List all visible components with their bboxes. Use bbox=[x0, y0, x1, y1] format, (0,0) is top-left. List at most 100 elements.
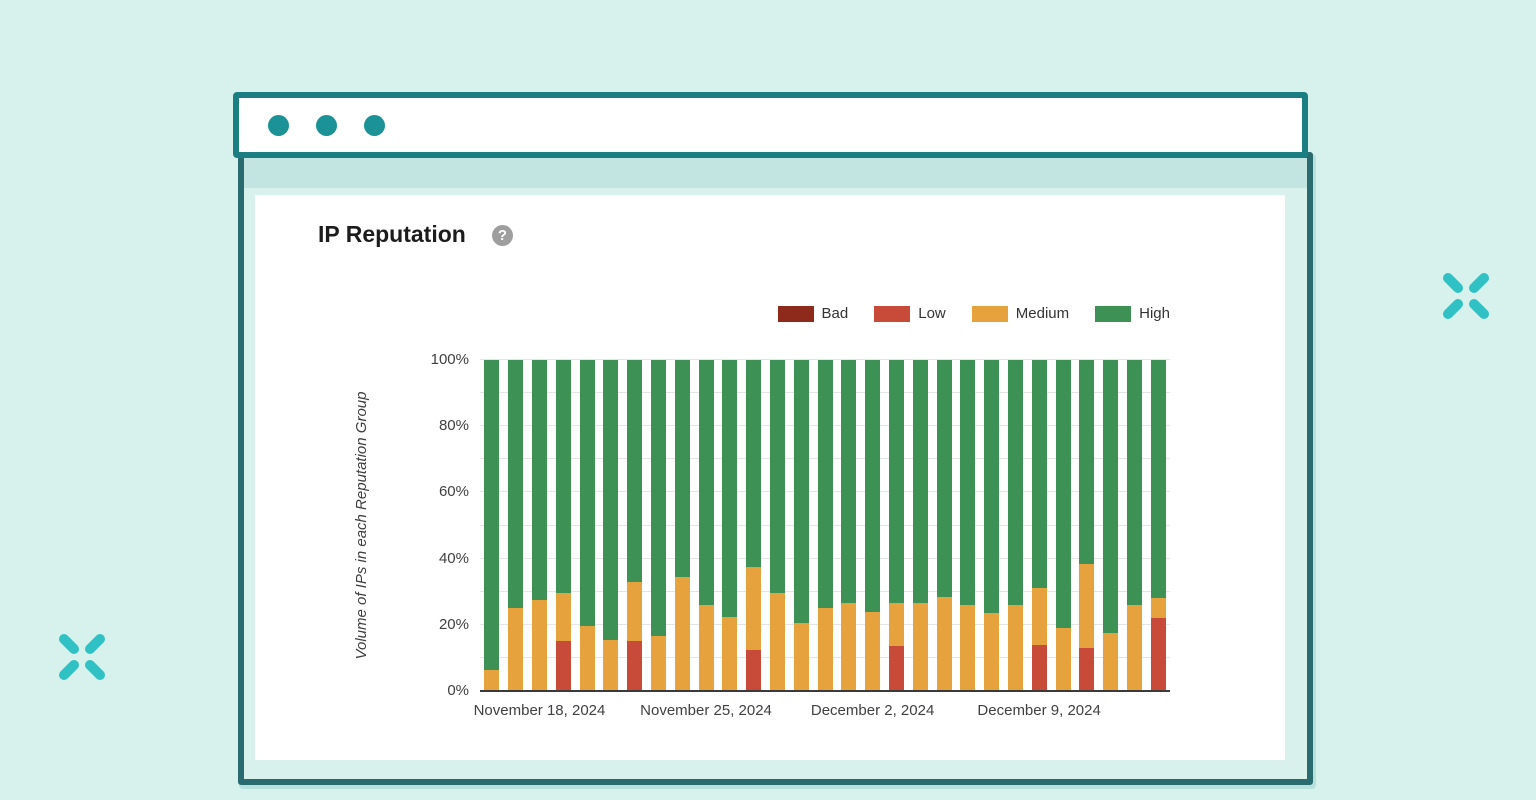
bar-segment-medium[interactable] bbox=[603, 639, 619, 691]
bar-segment-high[interactable] bbox=[484, 360, 500, 670]
bar-segment-medium[interactable] bbox=[1055, 628, 1071, 691]
bar-segment-high[interactable] bbox=[793, 360, 809, 624]
bar-segment-high[interactable] bbox=[841, 360, 857, 604]
bar-segment-medium[interactable] bbox=[1031, 588, 1047, 645]
stacked-bar[interactable] bbox=[817, 360, 833, 691]
bar-segment-medium[interactable] bbox=[960, 604, 976, 691]
bar-segment-high[interactable] bbox=[1079, 360, 1095, 564]
help-icon[interactable]: ? bbox=[492, 225, 513, 246]
bar-segment-low[interactable] bbox=[1079, 647, 1095, 691]
bar-segment-low[interactable] bbox=[1031, 644, 1047, 691]
stacked-bar[interactable] bbox=[865, 360, 881, 691]
legend-item-low[interactable]: Low bbox=[874, 305, 946, 322]
bar-segment-medium[interactable] bbox=[793, 623, 809, 691]
bar-segment-medium[interactable] bbox=[817, 608, 833, 691]
bar-segment-low[interactable] bbox=[1150, 618, 1166, 691]
bar-segment-high[interactable] bbox=[888, 360, 904, 604]
bar-segment-medium[interactable] bbox=[865, 611, 881, 691]
bar-segment-medium[interactable] bbox=[1150, 598, 1166, 619]
stacked-bar[interactable] bbox=[1150, 360, 1166, 691]
bar-segment-high[interactable] bbox=[698, 360, 714, 605]
bar-segment-medium[interactable] bbox=[579, 626, 595, 691]
stacked-bar[interactable] bbox=[555, 360, 571, 691]
bar-segment-medium[interactable] bbox=[698, 604, 714, 691]
bar-segment-medium[interactable] bbox=[936, 596, 952, 691]
bar-segment-medium[interactable] bbox=[627, 581, 643, 642]
bar-segment-high[interactable] bbox=[579, 360, 595, 627]
stacked-bar[interactable] bbox=[960, 360, 976, 691]
bar-segment-medium[interactable] bbox=[1007, 604, 1023, 691]
stacked-bar[interactable] bbox=[484, 360, 500, 691]
stacked-bar[interactable] bbox=[508, 360, 524, 691]
stacked-bar[interactable] bbox=[1103, 360, 1119, 691]
bar-segment-high[interactable] bbox=[984, 360, 1000, 614]
bar-segment-medium[interactable] bbox=[555, 593, 571, 642]
window-control-dot[interactable] bbox=[364, 114, 385, 136]
stacked-bar[interactable] bbox=[1079, 360, 1095, 691]
bar-segment-high[interactable] bbox=[912, 360, 928, 604]
bar-segment-low[interactable] bbox=[888, 646, 904, 691]
bar-segment-medium[interactable] bbox=[1126, 604, 1142, 691]
stacked-bar[interactable] bbox=[531, 360, 547, 691]
stacked-bar[interactable] bbox=[627, 360, 643, 691]
bar-segment-high[interactable] bbox=[531, 360, 547, 600]
stacked-bar[interactable] bbox=[1007, 360, 1023, 691]
bar-segment-high[interactable] bbox=[769, 360, 785, 594]
bar-segment-high[interactable] bbox=[746, 360, 762, 567]
stacked-bar[interactable] bbox=[936, 360, 952, 691]
bar-segment-low[interactable] bbox=[746, 649, 762, 691]
bar-segment-high[interactable] bbox=[555, 360, 571, 594]
stacked-bar[interactable] bbox=[746, 360, 762, 691]
stacked-bar[interactable] bbox=[722, 360, 738, 691]
bar-segment-low[interactable] bbox=[627, 641, 643, 691]
legend-item-high[interactable]: High bbox=[1095, 305, 1170, 322]
stacked-bar[interactable] bbox=[579, 360, 595, 691]
bar-segment-medium[interactable] bbox=[722, 616, 738, 691]
stacked-bar[interactable] bbox=[793, 360, 809, 691]
bar-segment-high[interactable] bbox=[1055, 360, 1071, 629]
bar-segment-medium[interactable] bbox=[508, 608, 524, 691]
bar-segment-low[interactable] bbox=[555, 641, 571, 691]
bar-segment-medium[interactable] bbox=[888, 603, 904, 647]
bar-segment-medium[interactable] bbox=[912, 603, 928, 691]
stacked-bar[interactable] bbox=[698, 360, 714, 691]
stacked-bar[interactable] bbox=[674, 360, 690, 691]
window-control-dot[interactable] bbox=[268, 114, 289, 136]
bar-segment-high[interactable] bbox=[1103, 360, 1119, 634]
bar-segment-high[interactable] bbox=[817, 360, 833, 609]
bar-segment-high[interactable] bbox=[1031, 360, 1047, 589]
stacked-bar[interactable] bbox=[984, 360, 1000, 691]
bar-segment-high[interactable] bbox=[1150, 360, 1166, 599]
bar-segment-high[interactable] bbox=[1007, 360, 1023, 605]
bar-segment-medium[interactable] bbox=[984, 613, 1000, 691]
bar-segment-medium[interactable] bbox=[531, 599, 547, 691]
stacked-bar[interactable] bbox=[769, 360, 785, 691]
stacked-bar[interactable] bbox=[841, 360, 857, 691]
bar-segment-medium[interactable] bbox=[674, 576, 690, 691]
bar-segment-high[interactable] bbox=[936, 360, 952, 597]
legend-item-medium[interactable]: Medium bbox=[971, 305, 1069, 322]
bar-segment-high[interactable] bbox=[960, 360, 976, 605]
bar-segment-high[interactable] bbox=[650, 360, 666, 637]
bar-segment-medium[interactable] bbox=[650, 636, 666, 691]
bar-segment-medium[interactable] bbox=[746, 566, 762, 650]
bar-segment-medium[interactable] bbox=[1103, 633, 1119, 691]
bar-segment-medium[interactable] bbox=[484, 669, 500, 691]
bar-segment-high[interactable] bbox=[1126, 360, 1142, 605]
legend-item-bad[interactable]: Bad bbox=[777, 305, 848, 322]
bar-segment-high[interactable] bbox=[674, 360, 690, 577]
bar-segment-medium[interactable] bbox=[769, 593, 785, 691]
stacked-bar[interactable] bbox=[650, 360, 666, 691]
stacked-bar[interactable] bbox=[1126, 360, 1142, 691]
bar-segment-high[interactable] bbox=[603, 360, 619, 640]
stacked-bar[interactable] bbox=[1031, 360, 1047, 691]
bar-segment-medium[interactable] bbox=[841, 603, 857, 691]
bar-segment-high[interactable] bbox=[627, 360, 643, 582]
bar-segment-high[interactable] bbox=[722, 360, 738, 617]
bar-segment-high[interactable] bbox=[508, 360, 524, 609]
stacked-bar[interactable] bbox=[888, 360, 904, 691]
bar-segment-medium[interactable] bbox=[1079, 563, 1095, 648]
stacked-bar[interactable] bbox=[912, 360, 928, 691]
window-control-dot[interactable] bbox=[316, 114, 337, 136]
bar-segment-high[interactable] bbox=[865, 360, 881, 612]
